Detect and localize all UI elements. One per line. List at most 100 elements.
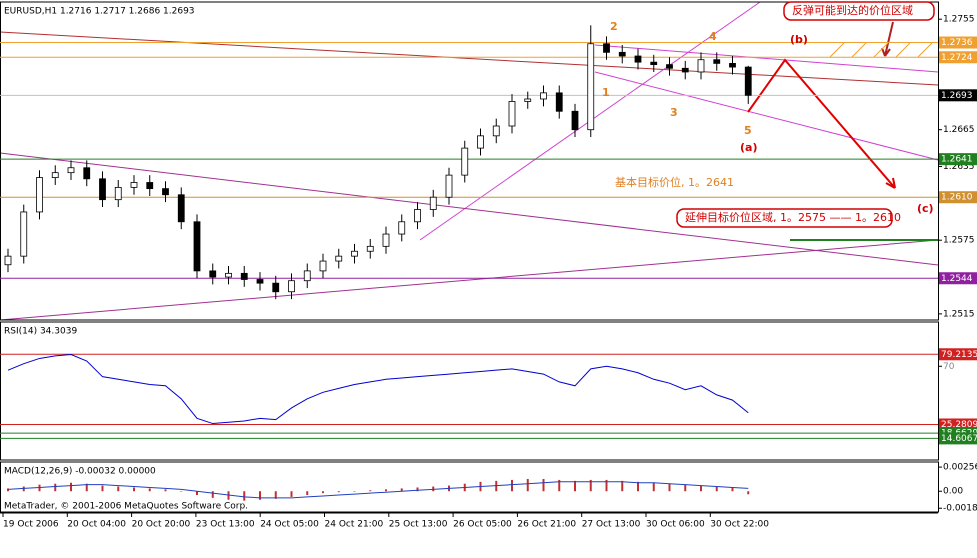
trend-line	[594, 44, 939, 73]
x-tick-label: 27 Oct 13:00	[582, 520, 641, 530]
y-tick-label: 1.2575	[943, 236, 975, 246]
macd-bar	[7, 488, 9, 492]
macd-bar	[211, 491, 214, 498]
candle-body	[67, 167, 75, 174]
panel-frame	[0, 461, 939, 513]
candle-body	[319, 260, 327, 272]
annotation: (c)	[917, 202, 934, 215]
level-label: 1.2544	[941, 274, 973, 284]
macd-bar	[101, 485, 104, 492]
macd-bar	[416, 487, 419, 492]
macd-bar	[511, 479, 513, 492]
macd-bar	[621, 480, 624, 492]
candle-body	[288, 280, 295, 293]
macd-bar	[747, 491, 750, 495]
macd-bar	[180, 491, 183, 492]
x-tick-label: 24 Oct 21:00	[325, 520, 384, 530]
projection-arrow	[747, 58, 896, 189]
level-label: 1.2736	[941, 38, 973, 48]
candle-body	[240, 272, 248, 280]
x-tick-label: 20 Oct 20:00	[132, 520, 191, 530]
candle-body	[729, 62, 736, 68]
candle-body	[587, 43, 595, 131]
macd-bar	[54, 483, 57, 492]
candle-body	[256, 279, 264, 284]
x-tick-label: 24 Oct 05:00	[260, 520, 319, 530]
candle-body	[114, 186, 122, 201]
signal-line	[7, 481, 749, 499]
candle-body	[414, 209, 421, 223]
trend-lines	[0, 1, 939, 321]
zone-hatch	[829, 42, 933, 58]
candle-body	[36, 177, 43, 213]
x-tick-label: 20 Oct 04:00	[67, 520, 126, 530]
candle-body	[382, 233, 390, 247]
y-tick-label: 1.2635	[943, 162, 975, 172]
candle-body	[744, 66, 752, 96]
macd-bar	[274, 491, 277, 499]
x-tick-label: 30 Oct 22:00	[710, 520, 769, 530]
macd-bar	[731, 487, 734, 492]
panel-title: RSI(14) 34.3039	[4, 327, 77, 337]
level-box	[939, 348, 977, 361]
macd-bar	[700, 485, 702, 492]
level-label: 14.6067	[941, 434, 977, 444]
candle-body	[177, 194, 185, 223]
candle-body	[4, 255, 12, 266]
candle-body	[697, 59, 705, 73]
macd-bar	[306, 491, 309, 496]
panel-frame	[0, 1, 939, 321]
y-tick-label: 1.2665	[943, 125, 975, 135]
annotation: 4	[709, 30, 717, 43]
candle-body	[351, 250, 358, 257]
macd-bar	[117, 486, 120, 492]
candle-body	[193, 221, 201, 272]
macd-bar	[637, 481, 639, 492]
macd-bar	[148, 488, 151, 492]
candle-body	[51, 172, 59, 178]
macd-bar	[322, 491, 324, 494]
level-label: 1.2724	[941, 53, 973, 63]
macd-bar	[369, 490, 372, 492]
macd-bar	[684, 484, 687, 492]
candle-body	[146, 182, 154, 190]
trend-line	[594, 71, 939, 161]
candle-body	[681, 67, 689, 73]
candle-body	[713, 59, 721, 64]
candle-body	[618, 51, 626, 57]
annotation: 5	[744, 124, 752, 137]
macd-bar	[385, 489, 387, 492]
candle-body	[225, 272, 232, 278]
y-tick-label: 1.2755	[943, 15, 975, 25]
annotation: 1	[602, 86, 610, 99]
macd-bar	[353, 491, 356, 492]
macd-bar	[85, 483, 88, 492]
annotation-box	[783, 1, 935, 21]
candle-body	[666, 64, 673, 69]
candle-body	[366, 245, 374, 252]
candle-body	[571, 110, 579, 131]
panel-title: MACD(12,26,9) -0.00032 0.00000	[4, 467, 156, 477]
candle-body	[335, 255, 343, 262]
level-label: 79.2135	[941, 350, 977, 360]
candle-body	[555, 92, 563, 112]
candle-body	[461, 147, 469, 176]
candle-body	[83, 167, 91, 180]
y-tick-label: -0.00180	[943, 504, 977, 514]
x-tick-label: 26 Oct 05:00	[453, 520, 512, 530]
level-label: 1.2693	[941, 91, 973, 101]
annotation: 3	[670, 106, 678, 119]
macd-bar	[196, 491, 198, 496]
annotation: (b)	[790, 33, 808, 46]
macd-bar	[542, 478, 545, 492]
arrow-head	[885, 177, 896, 189]
candle-body	[303, 270, 311, 282]
level-box	[939, 36, 977, 49]
x-tick-label: 23 Oct 13:00	[196, 520, 255, 530]
level-box	[939, 272, 977, 285]
level-label: 1.2641	[941, 155, 973, 165]
watermark: MetaTrader, © 2001-2006 MetaQuotes Softw…	[4, 502, 248, 512]
annotation: 2	[610, 20, 618, 33]
level-box	[939, 51, 977, 64]
macd-bar	[715, 486, 718, 492]
